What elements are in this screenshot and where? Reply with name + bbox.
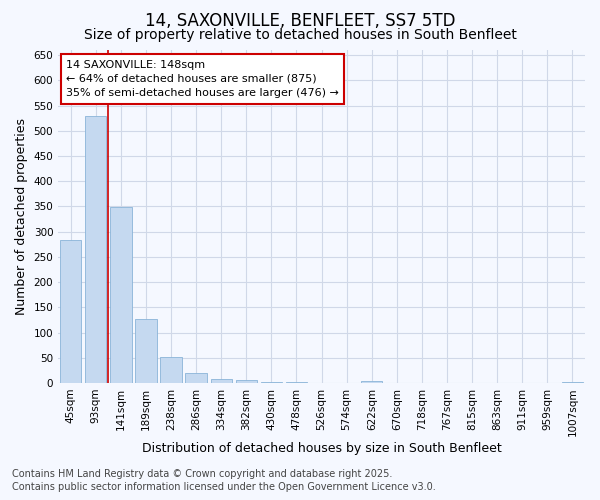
Bar — [160, 357, 182, 383]
Bar — [211, 378, 232, 383]
Bar — [185, 374, 207, 383]
Text: 14, SAXONVILLE, BENFLEET, SS7 5TD: 14, SAXONVILLE, BENFLEET, SS7 5TD — [145, 12, 455, 30]
Bar — [261, 382, 282, 383]
Bar — [361, 381, 382, 383]
Bar — [562, 382, 583, 383]
Bar — [236, 380, 257, 383]
Bar — [286, 382, 307, 383]
Text: Contains HM Land Registry data © Crown copyright and database right 2025.
Contai: Contains HM Land Registry data © Crown c… — [12, 470, 436, 492]
Bar — [110, 208, 131, 383]
Text: Size of property relative to detached houses in South Benfleet: Size of property relative to detached ho… — [83, 28, 517, 42]
Y-axis label: Number of detached properties: Number of detached properties — [15, 118, 28, 315]
X-axis label: Distribution of detached houses by size in South Benfleet: Distribution of detached houses by size … — [142, 442, 502, 455]
Bar — [60, 240, 82, 383]
Bar — [136, 320, 157, 383]
Text: 14 SAXONVILLE: 148sqm
← 64% of detached houses are smaller (875)
35% of semi-det: 14 SAXONVILLE: 148sqm ← 64% of detached … — [66, 60, 339, 98]
Bar — [85, 116, 106, 383]
